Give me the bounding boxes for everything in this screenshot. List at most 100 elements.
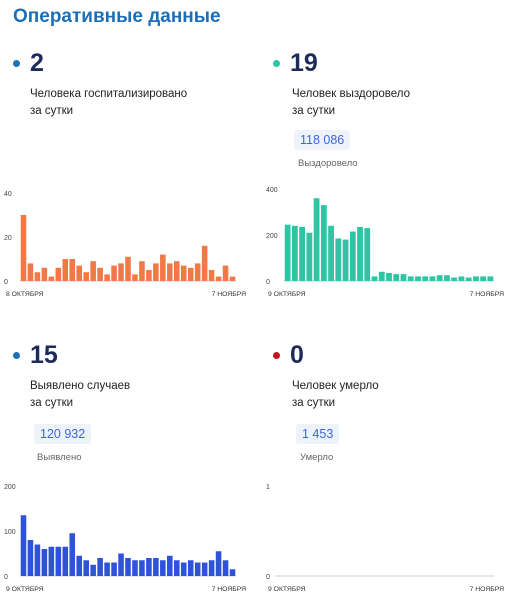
desc-line: за сутки: [292, 105, 336, 117]
chart-bar: [97, 267, 103, 281]
stat-description: Человек выздоровело за сутки: [292, 86, 482, 120]
chart-bar: [222, 560, 229, 576]
chart-bar: [284, 224, 291, 281]
chart-bar: [41, 549, 48, 576]
chart-bar: [27, 263, 34, 281]
chart-bar: [167, 555, 173, 576]
chart-bar: [20, 515, 27, 576]
total-label: Выздоровело: [298, 158, 358, 169]
chart-bar: [118, 263, 124, 281]
stat-value: 2: [30, 49, 44, 77]
stat-description: Человека госпитализировано за сутки: [30, 86, 220, 120]
chart-bar: [139, 261, 145, 281]
desc-line: Человек умерло: [292, 380, 379, 392]
chart-bar: [153, 558, 159, 576]
x-end-label: 7 НОЯБРЯ: [212, 586, 246, 593]
chart-bar: [139, 560, 145, 576]
chart-bar: [465, 277, 472, 281]
chart-bar: [55, 267, 62, 281]
chart-deaths: 1 0 9 ОКТЯБРЯ 7 НОЯБРЯ: [266, 484, 504, 593]
chart-bar: [69, 259, 76, 281]
chart-bar: [48, 276, 55, 281]
y-tick-label: 1: [266, 484, 270, 491]
chart-bar: [69, 533, 76, 576]
x-end-label: 7 НОЯБРЯ: [470, 586, 504, 593]
chart-bar: [76, 265, 83, 281]
chart-bar: [393, 274, 400, 281]
chart-bar: [480, 276, 487, 281]
chart-bar: [160, 254, 166, 281]
chart-bar: [291, 225, 298, 281]
y-tick-label: 40: [4, 191, 12, 198]
y-tick-label: 0: [266, 279, 270, 286]
chart-bar: [34, 272, 41, 281]
chart-hospitalized: 40 20 0 8 ОКТЯБРЯ 7 НОЯБРЯ: [4, 191, 246, 298]
x-end-label: 7 НОЯБРЯ: [212, 291, 246, 298]
stat-value: 15: [30, 341, 58, 369]
dot-icon: [13, 60, 20, 67]
chart-cases: 200 100 0 9 ОКТЯБРЯ 7 НОЯБРЯ: [4, 484, 246, 593]
total-badge: 1 453: [296, 424, 340, 444]
chart-bar: [104, 562, 110, 576]
desc-line: за сутки: [30, 397, 74, 409]
chart-bar: [320, 205, 327, 281]
stat-description: Выявлено случаев за сутки: [30, 378, 220, 412]
chart-bar: [20, 215, 27, 281]
chart-bar: [146, 558, 152, 576]
chart-bar: [132, 274, 138, 281]
chart-bar: [429, 276, 436, 281]
dot-icon: [13, 352, 20, 359]
dot-icon: [273, 60, 280, 67]
chart-bar: [364, 228, 371, 281]
chart-recovered: 400 200 0 9 ОКТЯБРЯ 7 НОЯБРЯ: [266, 187, 504, 298]
total-badge: 120 932: [34, 424, 92, 444]
chart-bar: [407, 276, 414, 281]
chart-bar: [97, 558, 103, 576]
chart-bar: [386, 272, 392, 281]
stat-hospitalized: 2: [13, 51, 44, 76]
chart-bar: [194, 263, 201, 281]
chart-bar: [208, 560, 215, 576]
y-tick-label: 20: [4, 235, 12, 242]
chart-bar: [90, 564, 96, 576]
chart-bar: [55, 546, 62, 576]
chart-bar: [83, 272, 89, 281]
chart-bar: [118, 553, 124, 576]
total-label: Умерло: [300, 452, 334, 463]
chart-bar: [328, 225, 334, 281]
x-start-label: 9 ОКТЯБРЯ: [268, 291, 306, 298]
stat-deaths: 0: [273, 343, 304, 368]
y-tick-label: 100: [4, 529, 16, 536]
y-tick-label: 200: [266, 233, 278, 240]
desc-line: за сутки: [30, 105, 74, 117]
chart-bar: [48, 546, 55, 576]
chart-bar: [187, 267, 194, 281]
chart-bar: [194, 562, 201, 576]
chart-bar: [215, 551, 222, 576]
chart-bar: [132, 560, 138, 576]
chart-bar: [415, 276, 421, 281]
page-title: Оперативные данные: [13, 6, 221, 27]
stat-description: Человек умерло за сутки: [292, 378, 482, 412]
chart-bar: [229, 276, 236, 281]
chart-bar: [83, 560, 89, 576]
chart-bar: [201, 245, 208, 281]
chart-bar: [422, 276, 429, 281]
chart-bar: [215, 276, 222, 281]
chart-bar: [180, 265, 187, 281]
chart-bar: [180, 562, 187, 576]
chart-bar: [62, 259, 69, 281]
desc-line: Выявлено случаев: [30, 380, 131, 392]
desc-line: Человека госпитализировано: [30, 88, 188, 100]
chart-bar: [160, 560, 166, 576]
y-tick-label: 200: [4, 484, 16, 491]
chart-bar: [187, 560, 194, 576]
chart-bar: [229, 569, 236, 576]
chart-bar: [208, 270, 215, 281]
chart-bar: [487, 276, 494, 281]
chart-bar: [76, 555, 83, 576]
chart-bar: [306, 232, 313, 281]
chart-bar: [62, 546, 69, 576]
chart-bar: [400, 274, 407, 281]
chart-bar: [313, 198, 320, 281]
